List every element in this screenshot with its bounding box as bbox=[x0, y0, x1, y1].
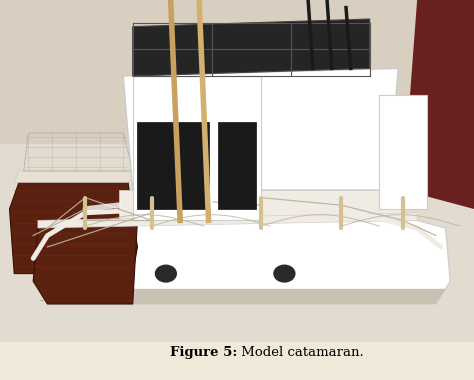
Text: Figure 5:: Figure 5: bbox=[170, 346, 237, 359]
Bar bbox=[118, 190, 403, 220]
Polygon shape bbox=[403, 0, 474, 209]
Polygon shape bbox=[137, 122, 209, 209]
Bar bbox=[0, 144, 474, 342]
Polygon shape bbox=[14, 171, 137, 182]
Polygon shape bbox=[47, 289, 446, 304]
Polygon shape bbox=[379, 95, 427, 209]
Polygon shape bbox=[133, 19, 370, 76]
Polygon shape bbox=[33, 220, 450, 304]
Bar bbox=[0, 0, 474, 171]
Polygon shape bbox=[38, 213, 417, 228]
Circle shape bbox=[274, 265, 295, 282]
Polygon shape bbox=[133, 76, 261, 220]
Polygon shape bbox=[9, 182, 137, 274]
Polygon shape bbox=[218, 122, 256, 209]
Text: Model catamaran.: Model catamaran. bbox=[237, 346, 364, 359]
Circle shape bbox=[155, 265, 176, 282]
Polygon shape bbox=[123, 68, 398, 190]
Polygon shape bbox=[33, 220, 137, 304]
